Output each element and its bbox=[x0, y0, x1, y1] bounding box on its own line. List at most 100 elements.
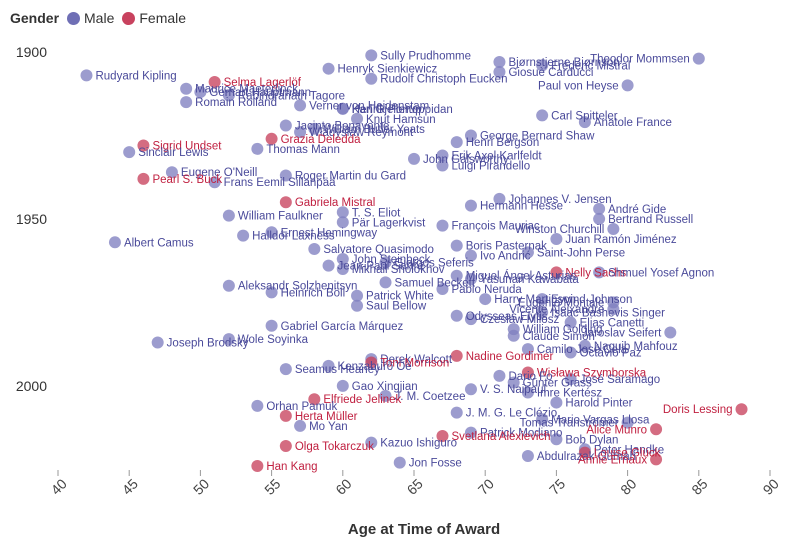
data-point-male bbox=[308, 122, 321, 135]
data-point-female bbox=[550, 266, 563, 279]
data-point-male bbox=[607, 303, 620, 316]
data-point-label: Jacinto Benavente bbox=[295, 120, 390, 132]
data-point-label: Joseph Brodsky bbox=[167, 337, 249, 349]
data-point-label: Derek Walcott bbox=[380, 354, 453, 366]
data-point-label: William Butler Yeats bbox=[323, 124, 425, 136]
data-point-label: Pablo Neruda bbox=[451, 284, 522, 296]
data-point-label: Kenzaburō Ōe bbox=[338, 361, 412, 373]
data-point-label: Jon Fosse bbox=[409, 458, 462, 470]
data-point-label: Seamus Heaney bbox=[295, 364, 380, 376]
x-tick-label: 40 bbox=[48, 475, 70, 497]
x-tick-label: 65 bbox=[404, 475, 426, 497]
data-point-female bbox=[578, 446, 591, 459]
data-point-label: Maurice Maeterlinck bbox=[195, 84, 298, 96]
data-point-male bbox=[464, 383, 477, 396]
data-point-female bbox=[365, 356, 378, 369]
data-point-label: J. M. Coetzee bbox=[395, 391, 466, 403]
data-point-female bbox=[450, 349, 463, 362]
data-point-female bbox=[208, 76, 221, 89]
data-point-label: Czesław Miłosz bbox=[480, 314, 559, 326]
data-point-label: Władysław Reymont bbox=[309, 127, 414, 139]
data-point-label: Pär Lagerkvist bbox=[352, 217, 426, 229]
data-point-label: Paul von Heyse bbox=[538, 80, 619, 92]
data-point-label: André Gide bbox=[608, 204, 666, 216]
data-point-label: Aleksandr Solzhenitsyn bbox=[238, 281, 358, 293]
data-point-label: Henri Bergson bbox=[466, 137, 540, 149]
data-point-male bbox=[336, 216, 349, 229]
data-point-label: Roger Martin du Gard bbox=[295, 171, 406, 183]
data-point-label: J. M. G. Le Clézio bbox=[466, 408, 557, 420]
data-point-male bbox=[165, 166, 178, 179]
x-tick-label: 45 bbox=[119, 475, 141, 497]
data-point-male bbox=[607, 222, 620, 235]
data-point-label: Claude Simon bbox=[523, 331, 595, 343]
data-point-male bbox=[322, 62, 335, 75]
data-point-female bbox=[650, 423, 663, 436]
data-point-male bbox=[536, 59, 549, 72]
data-point-male bbox=[621, 79, 634, 92]
data-point-male bbox=[379, 276, 392, 289]
data-point-male bbox=[265, 286, 278, 299]
data-point-female bbox=[279, 409, 292, 422]
data-point-label: Miguel Ángel Asturias bbox=[466, 270, 577, 283]
legend-item-female: Female bbox=[122, 10, 186, 26]
data-point-label: Imre Kertész bbox=[537, 388, 602, 400]
data-point-female bbox=[436, 429, 449, 442]
data-point-label: Henryk Sienkiewicz bbox=[338, 64, 438, 76]
y-tick-label: 2000 bbox=[16, 378, 47, 394]
data-point-male bbox=[279, 169, 292, 182]
data-point-label: Saint-John Perse bbox=[537, 247, 625, 259]
data-point-label: Knut Hamsun bbox=[366, 114, 436, 126]
data-point-label: Boris Pasternak bbox=[466, 241, 547, 253]
data-point-male bbox=[336, 263, 349, 276]
data-point-label: Thomas Mann bbox=[266, 144, 340, 156]
x-tick-label: 90 bbox=[760, 475, 782, 497]
data-point-male bbox=[536, 293, 549, 306]
data-point-male bbox=[692, 52, 705, 65]
data-point-label: Gabriel García Márquez bbox=[281, 321, 404, 333]
data-point-male bbox=[294, 99, 307, 112]
data-point-label: Hermann Hesse bbox=[480, 201, 563, 213]
data-point-male bbox=[507, 376, 520, 389]
data-point-label: Toni Morrison bbox=[380, 358, 449, 370]
data-point-label: Herta Müller bbox=[295, 411, 358, 423]
data-point-male bbox=[336, 379, 349, 392]
data-point-label: Harry Martinson bbox=[494, 294, 576, 306]
legend-title: Gender bbox=[10, 10, 60, 26]
data-point-male bbox=[436, 149, 449, 162]
x-tick-label: 55 bbox=[261, 475, 283, 497]
data-point-male bbox=[365, 49, 378, 62]
data-point-label: Erik Axel Karlfeldt bbox=[451, 151, 542, 163]
data-point-male bbox=[222, 333, 235, 346]
data-point-male bbox=[450, 239, 463, 252]
data-point-label: Eugenio Montale bbox=[518, 297, 604, 309]
data-point-male bbox=[222, 209, 235, 222]
data-point-male bbox=[436, 159, 449, 172]
data-point-male bbox=[550, 232, 563, 245]
data-point-label: Sigrid Undset bbox=[152, 140, 222, 152]
data-point-label: Luigi Pirandello bbox=[451, 161, 530, 173]
data-point-male bbox=[536, 413, 549, 426]
x-tick-label: 85 bbox=[688, 475, 710, 497]
data-point-male bbox=[464, 249, 477, 262]
data-point-label: Sinclair Lewis bbox=[138, 147, 209, 159]
data-point-male bbox=[151, 336, 164, 349]
data-point-male bbox=[365, 436, 378, 449]
data-point-label: José Saramago bbox=[580, 374, 661, 386]
data-point-label: Giosuè Carducci bbox=[508, 67, 593, 79]
data-point-label: Nadine Gordimer bbox=[466, 351, 554, 363]
data-point-male bbox=[521, 246, 534, 259]
data-point-female bbox=[265, 132, 278, 145]
data-point-label: Gao Xingjian bbox=[352, 381, 418, 393]
data-point-label: Rudyard Kipling bbox=[95, 70, 176, 82]
data-point-male bbox=[450, 269, 463, 282]
data-point-label: Peter Handke bbox=[594, 444, 664, 456]
data-point-label: Pearl S. Buck bbox=[152, 174, 222, 186]
data-point-label: Mikhail Sholokhov bbox=[352, 264, 445, 276]
data-point-label: Bertrand Russell bbox=[608, 214, 693, 226]
data-point-label: Patrick White bbox=[366, 291, 434, 303]
data-point-male bbox=[351, 112, 364, 125]
data-point-male bbox=[251, 142, 264, 155]
data-point-label: Winston Churchill bbox=[515, 224, 604, 236]
